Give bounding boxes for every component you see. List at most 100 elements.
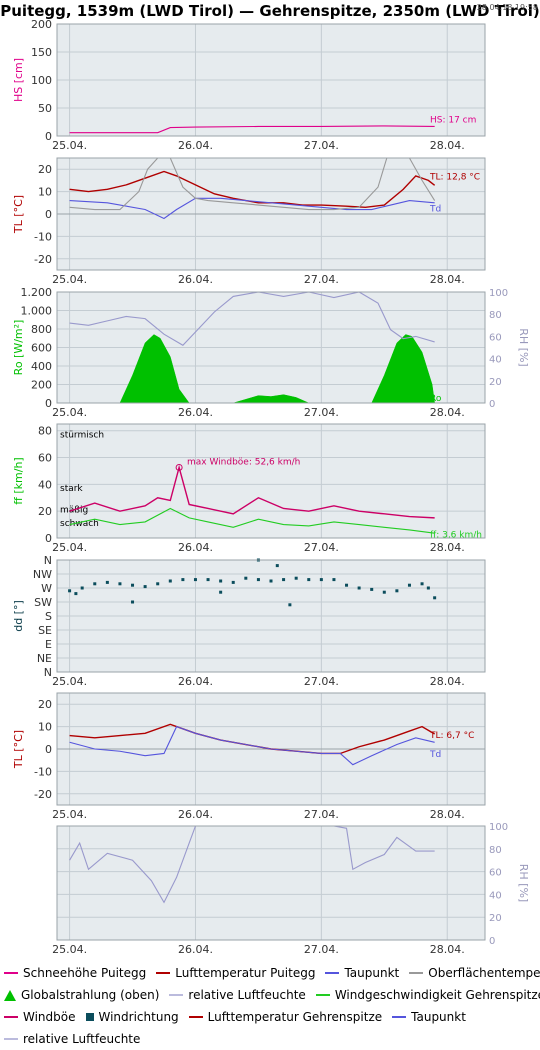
legend-label: Windrichtung bbox=[98, 1010, 179, 1024]
y-tick-label: S bbox=[45, 610, 52, 623]
chart-panel-6: -20 -10 0 10 20 TL [°C] TL: 6,7 °C Td 25.04. 26.0… bbox=[12, 692, 486, 821]
wind-band-label: stürmisch bbox=[60, 430, 104, 440]
legend-item: Lufttemperatur Gehrenspitze bbox=[188, 1010, 382, 1024]
wind-direction-point bbox=[256, 578, 260, 582]
legend-swatch bbox=[156, 972, 171, 974]
x-tick-label: 26.04. bbox=[178, 808, 213, 821]
legend-swatch bbox=[188, 1016, 203, 1018]
annotation-label: HS: 17 cm bbox=[430, 115, 476, 125]
annotation-label: Td bbox=[429, 750, 441, 760]
wind-direction-point bbox=[206, 578, 210, 582]
y-tick-label: NE bbox=[37, 652, 52, 665]
x-tick-label: 27.04. bbox=[304, 675, 339, 688]
legend-item: Oberflächentemperatur bbox=[409, 966, 540, 980]
wind-band-label: mäßig bbox=[60, 505, 88, 515]
x-tick-label: 27.04. bbox=[304, 808, 339, 821]
y2-tick-label: 60 bbox=[489, 332, 502, 343]
y-axis-label: ff [km/h] bbox=[12, 457, 25, 504]
plot-frame bbox=[56, 291, 486, 404]
y-tick-label: 400 bbox=[31, 360, 52, 373]
legend-item: Taupunkt bbox=[392, 1010, 466, 1024]
legend-item: Globalstrahlung (oben) bbox=[4, 988, 159, 1002]
wind-direction-point bbox=[168, 579, 172, 583]
y-tick-label: 10 bbox=[38, 721, 52, 734]
y2-tick-label: 0 bbox=[489, 399, 495, 410]
legend-label: Taupunkt bbox=[411, 1010, 466, 1024]
wind-direction-point bbox=[307, 578, 311, 582]
y-tick-label: 100 bbox=[31, 74, 52, 87]
x-tick-label: 25.04. bbox=[52, 943, 87, 956]
legend-item: Lufttemperatur Puitegg bbox=[156, 966, 315, 980]
y-tick-label: 200 bbox=[31, 18, 52, 31]
wind-direction-point bbox=[80, 586, 84, 590]
wind-direction-point bbox=[193, 578, 197, 582]
wind-direction-point bbox=[244, 576, 248, 580]
relative-luftfeuchte-line bbox=[69, 291, 435, 346]
plot-background bbox=[57, 826, 485, 940]
chart-canvas: Puitegg, 1539m (LWD Tirol) — Gehrenspitz… bbox=[0, 2, 540, 956]
legend-item: Windböe bbox=[4, 1010, 76, 1024]
y2-axis-label: RH [%] bbox=[517, 328, 530, 366]
y-tick-label: 0 bbox=[45, 743, 52, 756]
windböe-line bbox=[69, 464, 435, 519]
wind-direction-point bbox=[426, 586, 430, 590]
wind-direction-point bbox=[131, 583, 135, 587]
x-tick-label: 26.04. bbox=[178, 541, 213, 554]
x-tick-label: 25.04. bbox=[52, 808, 87, 821]
y-tick-label: 200 bbox=[31, 379, 52, 392]
y2-tick-label: 0 bbox=[489, 936, 495, 947]
y-tick-label: 80 bbox=[38, 425, 52, 438]
wind-direction-point bbox=[407, 583, 411, 587]
legend-item: Taupunkt bbox=[325, 966, 399, 980]
legend-swatch bbox=[325, 972, 340, 974]
wind-band-label: stark bbox=[60, 484, 83, 494]
legend-label: Windgeschwindigkeit Gehrenspitze bbox=[334, 988, 540, 1002]
legend-swatch bbox=[315, 994, 330, 996]
wind-direction-point bbox=[370, 587, 374, 591]
y2-tick-label: 80 bbox=[489, 845, 502, 856]
wind-direction-point bbox=[382, 590, 386, 594]
y-tick-label: 150 bbox=[31, 46, 52, 59]
y2-tick-label: 20 bbox=[489, 377, 502, 388]
x-tick-label: 27.04. bbox=[304, 541, 339, 554]
y-tick-label: 1.200 bbox=[21, 286, 53, 299]
x-tick-label: 25.04. bbox=[52, 273, 87, 286]
y-tick-label: W bbox=[41, 582, 52, 595]
legend-swatch bbox=[169, 994, 184, 996]
wind-band-label: schwach bbox=[60, 519, 99, 529]
x-tick-label: 28.04. bbox=[430, 139, 465, 152]
y-tick-label: 600 bbox=[31, 342, 52, 355]
y2-tick-label: 80 bbox=[489, 310, 502, 321]
y-tick-label: 10 bbox=[38, 186, 52, 199]
wind-direction-point bbox=[282, 578, 286, 582]
x-tick-label: 27.04. bbox=[304, 273, 339, 286]
x-tick-label: 28.04. bbox=[430, 406, 465, 419]
y-tick-label: SE bbox=[38, 624, 52, 637]
y-tick-label: 0 bbox=[45, 532, 52, 545]
schneehöhe-puitegg-line bbox=[69, 125, 435, 134]
wind-direction-point bbox=[181, 578, 185, 582]
x-tick-label: 26.04. bbox=[178, 943, 213, 956]
radiation-area bbox=[119, 334, 435, 404]
legend-label: Globalstrahlung (oben) bbox=[21, 988, 160, 1002]
y-tick-label: 20 bbox=[38, 505, 52, 518]
x-tick-label: 25.04. bbox=[52, 541, 87, 554]
wind-direction-point bbox=[395, 589, 399, 593]
x-tick-label: 25.04. bbox=[52, 675, 87, 688]
y2-axis-label: RH [%] bbox=[517, 864, 530, 902]
legend: Schneehöhe Puitegg Lufttemperatur Puitegg… bbox=[4, 962, 540, 1050]
x-tick-label: 27.04. bbox=[304, 406, 339, 419]
legend-swatch bbox=[85, 1013, 94, 1021]
y-tick-label: -10 bbox=[34, 230, 52, 243]
plot-frame bbox=[56, 157, 486, 271]
taupunkt-line bbox=[69, 725, 435, 766]
x-tick-label: 27.04. bbox=[304, 139, 339, 152]
y-tick-label: N bbox=[44, 554, 52, 567]
legend-row: relative Luftfeuchte bbox=[4, 1028, 538, 1050]
legend-item: relative Luftfeuchte bbox=[4, 1032, 140, 1046]
wind-direction-point bbox=[74, 592, 78, 596]
y-tick-label: E bbox=[45, 638, 52, 651]
wind-direction-point bbox=[332, 578, 336, 582]
plot-frame bbox=[56, 23, 486, 137]
